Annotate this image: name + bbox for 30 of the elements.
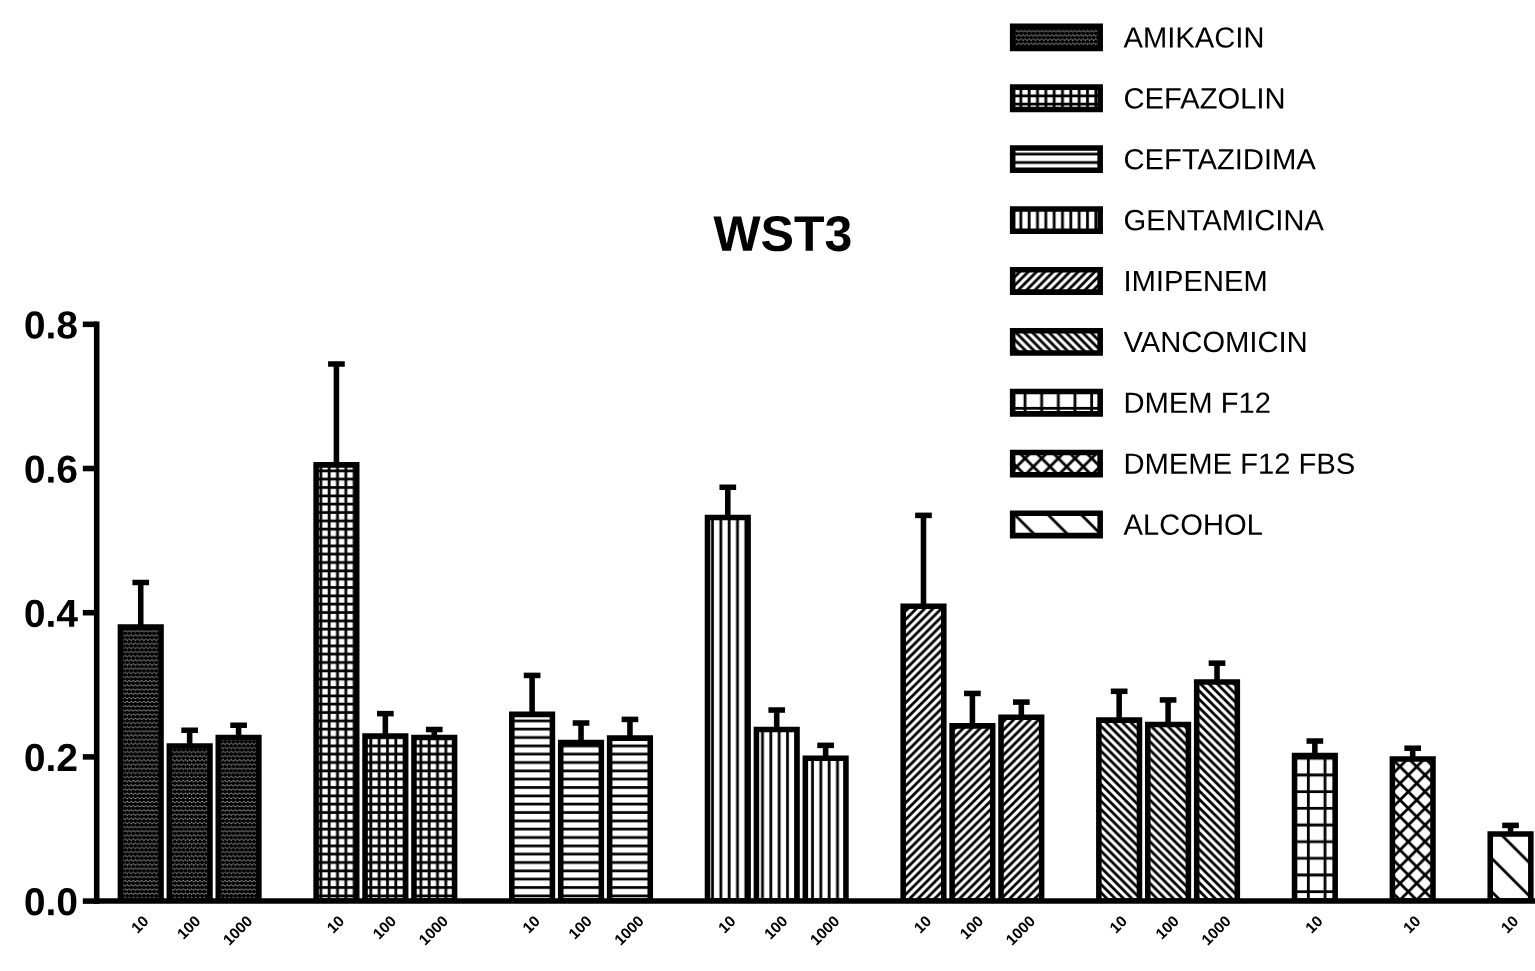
y-tick-label: 0.0 xyxy=(25,888,77,916)
y-tick-label: 0.2 xyxy=(25,743,77,772)
x-tick-label: 100 xyxy=(567,915,593,940)
chart-title: WST3 xyxy=(713,215,851,252)
x-tick-label: 10 xyxy=(1304,915,1324,934)
x-tick-label: 10 xyxy=(1500,915,1520,934)
x-tick-label: 100 xyxy=(763,915,789,940)
legend-label: CEFTAZIDIMA xyxy=(1124,148,1316,170)
x-tick-label: 10 xyxy=(326,915,345,934)
legend-label: ALCOHOL xyxy=(1123,514,1262,535)
x-tick-label: 100 xyxy=(959,915,984,940)
legend-label: AMIKACIN xyxy=(1123,27,1263,48)
legend-label: VANCOMICIN xyxy=(1123,331,1306,353)
x-tick-label: 10 xyxy=(1109,915,1128,934)
x-tick-label: 10 xyxy=(522,915,541,934)
y-tick-label: 0.6 xyxy=(25,455,77,483)
legend-label: GENTAMICINA xyxy=(1124,209,1324,231)
x-tick-label: 10 xyxy=(717,915,737,934)
legend-label: IMIPENEM xyxy=(1126,271,1266,292)
legend-label: DMEME F12 FBS xyxy=(1125,453,1354,475)
x-tick-label: 10 xyxy=(913,915,932,934)
x-tick-label: 100 xyxy=(372,915,397,940)
x-tick-label: 100 xyxy=(1155,915,1180,940)
x-tick-label: 100 xyxy=(176,915,202,940)
legend-label: CEFAZOLIN xyxy=(1124,88,1284,109)
x-tick-label: 10 xyxy=(130,915,150,934)
x-tick-label: 10 xyxy=(1402,915,1422,934)
legend-label: DMEM F12 xyxy=(1125,392,1270,413)
y-tick-label: 0.4 xyxy=(25,599,78,628)
y-tick-label: 0.8 xyxy=(25,311,77,339)
